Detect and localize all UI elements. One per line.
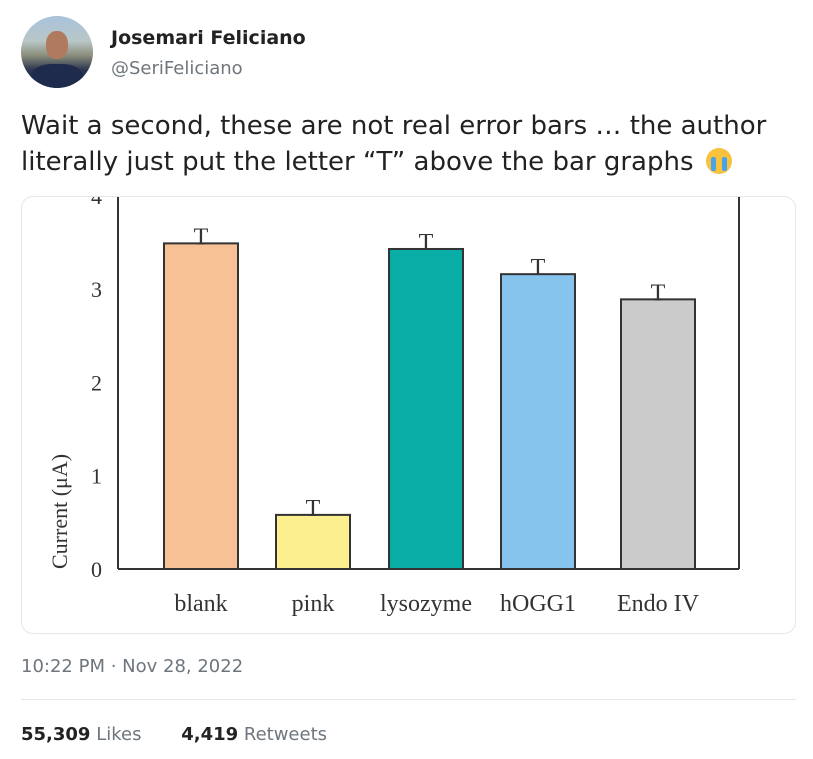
- y-tick-label: 4: [91, 197, 102, 209]
- y-tick-label: 2: [91, 370, 102, 395]
- bar-blank: [163, 242, 239, 571]
- retweets-count: 4,419: [181, 724, 239, 745]
- error-marker-t: T: [531, 255, 546, 281]
- avatar-face: [46, 31, 68, 59]
- retweets-label: Retweets: [243, 724, 328, 745]
- bar-endo-iv: [620, 298, 696, 570]
- error-marker-t: T: [306, 496, 321, 522]
- likes-stat[interactable]: 55,309 Likes: [21, 724, 141, 745]
- y-tick-label: 1: [91, 464, 102, 489]
- likes-count: 55,309: [21, 724, 91, 745]
- y-axis-label: Current (μA): [47, 454, 72, 569]
- avatar-shirt: [31, 64, 83, 88]
- error-marker-t: T: [419, 230, 434, 256]
- likes-label: Likes: [96, 724, 142, 745]
- divider: [21, 699, 796, 700]
- timestamp[interactable]: 10:22 PM · Nov 28, 2022: [21, 656, 244, 677]
- error-marker-t: T: [651, 280, 666, 306]
- crying-face-icon: [705, 148, 732, 174]
- author-handle[interactable]: @SeriFeliciano: [111, 58, 243, 79]
- avatar[interactable]: [21, 16, 93, 88]
- x-tick-label: hOGG1: [500, 591, 576, 617]
- engagement-stats: 55,309 Likes 4,419 Retweets: [21, 724, 361, 745]
- x-tick-label: lysozyme: [380, 591, 472, 617]
- bar-lysozyme: [388, 247, 464, 571]
- x-tick-label: Endo IV: [617, 591, 700, 617]
- x-tick-label: blank: [174, 591, 227, 617]
- bar-hogg1: [500, 273, 576, 570]
- bar-pink: [275, 513, 351, 570]
- retweets-stat[interactable]: 4,419 Retweets: [181, 724, 327, 745]
- error-marker-t: T: [194, 224, 209, 250]
- tweet-text-body: Wait a second, these are not real error …: [21, 111, 767, 177]
- author-name[interactable]: Josemari Feliciano: [111, 27, 306, 49]
- x-tick-label: pink: [292, 591, 335, 617]
- y-tick-label: 0: [91, 557, 102, 582]
- tweet-text: Wait a second, these are not real error …: [21, 108, 801, 180]
- y-tick-label: 3: [91, 277, 102, 302]
